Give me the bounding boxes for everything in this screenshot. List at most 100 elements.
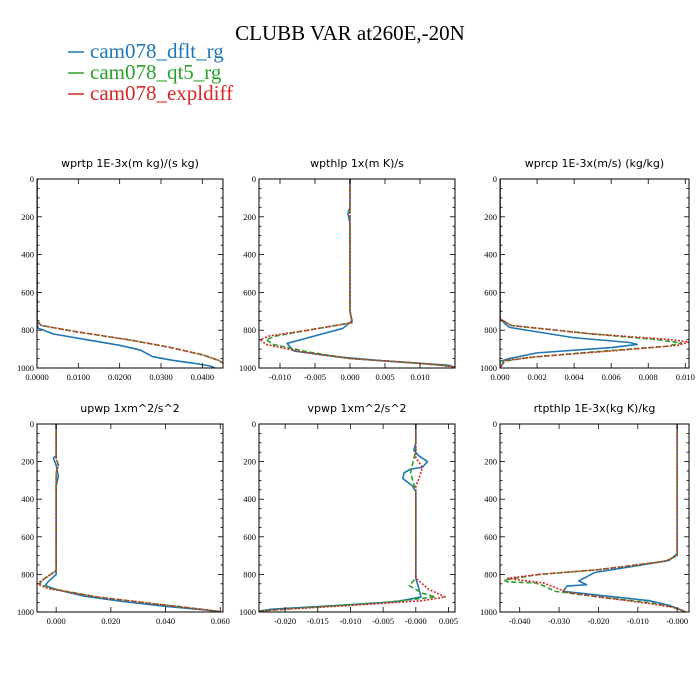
x-tick-label: 0.060	[211, 616, 230, 626]
y-tick-label: 600	[484, 532, 497, 542]
y-tick-label: 1000	[480, 607, 497, 617]
y-tick-label: 0	[252, 419, 256, 429]
plot-frame	[258, 178, 456, 369]
panel-title: vpwp 1xm^2/s^2	[307, 402, 406, 415]
y-tick-label: 800	[243, 325, 256, 335]
y-tick-label: 200	[484, 457, 497, 467]
y-tick-label: 200	[21, 457, 34, 467]
figure-title: CLUBB VAR at260E,-20N	[235, 21, 465, 45]
y-tick-label: 400	[21, 250, 34, 260]
series-group	[37, 424, 221, 612]
series-line-cam078_dflt_rg	[37, 179, 216, 368]
series-line-cam078_qt5_rg	[500, 179, 683, 368]
x-tick-label: -0.005	[304, 372, 326, 382]
x-tick-label: -0.010	[627, 616, 649, 626]
x-tick-label: 0.002	[527, 372, 546, 382]
y-tick-label: 0	[493, 419, 497, 429]
y-tick-label: 200	[243, 212, 256, 222]
series-group	[503, 424, 686, 612]
series-group	[259, 424, 446, 612]
series-group	[500, 179, 689, 368]
panel-title: wprcp 1E-3x(m/s) (kg/kg)	[525, 157, 664, 170]
plot-frame	[258, 423, 456, 613]
y-tick-label: 1000	[17, 363, 34, 373]
y-tick-label: 400	[243, 250, 256, 260]
y-tick-label: 600	[243, 532, 256, 542]
x-tick-label: 0.004	[565, 372, 585, 382]
series-line-cam078_qt5_rg	[37, 179, 223, 367]
plot-frame	[499, 423, 690, 613]
x-tick-label: 0.020	[101, 616, 120, 626]
panel-title: wprtp 1E-3x(m kg)/(s kg)	[61, 157, 199, 170]
legend: cam078_dflt_rgcam078_qt5_rgcam078_expldi…	[68, 39, 233, 105]
series-line-cam078_qt5_rg	[38, 424, 221, 612]
x-tick-label: 0.010	[676, 372, 695, 382]
series-group	[259, 179, 455, 368]
series-line-cam078_expldiff	[259, 179, 455, 368]
series-line-cam078_qt5_rg	[503, 424, 686, 612]
panel-4: upwp 1xm^2/s^2 0 200 400 600 800 1000 0.000 0.02…	[17, 402, 230, 626]
series-line-cam078_dflt_rg	[500, 179, 638, 368]
x-tick-label: 0.005	[439, 616, 458, 626]
x-tick-label: -0.030	[548, 616, 570, 626]
series-line-cam078_dflt_rg	[562, 424, 686, 612]
x-tick-label: -0.010	[339, 616, 361, 626]
panel-1: wprtp 1E-3x(m kg)/(s kg) 0 200 400 600 800 100…	[17, 157, 224, 382]
x-tick-label: -0.010	[269, 372, 291, 382]
x-tick-label: 0.000	[340, 372, 359, 382]
y-tick-label: 600	[21, 287, 34, 297]
x-tick-label: 0.000	[490, 372, 509, 382]
x-tick-label: -0.000	[666, 616, 688, 626]
y-tick-label: 0	[30, 174, 34, 184]
x-tick-label: -0.040	[509, 616, 531, 626]
y-tick-label: 400	[484, 250, 497, 260]
series-line-cam078_expldiff	[259, 424, 446, 612]
series-line-cam078_dflt_rg	[286, 179, 455, 368]
series-line-cam078_expldiff	[507, 424, 686, 612]
panel-title: rtpthlp 1E-3x(kg K)/kg	[534, 402, 656, 415]
y-tick-label: 800	[484, 325, 497, 335]
y-tick-label: 800	[21, 569, 34, 579]
plot-frame	[36, 423, 224, 613]
y-tick-label: 800	[484, 569, 497, 579]
series-line-cam078_dflt_rg	[259, 424, 429, 612]
panel-title: wpthlp 1x(m K)/s	[310, 157, 404, 170]
series-line-cam078_qt5_rg	[259, 424, 437, 612]
series-line-cam078_expldiff	[37, 424, 221, 612]
panel-2: wpthlp 1x(m K)/s 0 200 400 600 800 1000 -0.010 -…	[239, 157, 456, 382]
x-tick-label: 0.0000	[25, 372, 48, 382]
y-tick-label: 1000	[17, 607, 34, 617]
y-tick-label: 400	[21, 494, 34, 504]
series-line-cam078_expldiff	[37, 179, 223, 367]
legend-label-cam078_qt5_rg: cam078_qt5_rg	[90, 60, 222, 84]
x-tick-label: -0.000	[405, 616, 427, 626]
y-tick-label: 0	[252, 174, 256, 184]
legend-label-cam078_dflt_rg: cam078_dflt_rg	[90, 39, 224, 63]
panels: wprtp 1E-3x(m kg)/(s kg) 0 200 400 600 800 100…	[17, 157, 695, 626]
y-tick-label: 400	[243, 494, 256, 504]
panel-3: wprcp 1E-3x(m/s) (kg/kg) 0 200 400 600 800 100…	[480, 157, 695, 382]
x-tick-label: 0.0300	[149, 372, 172, 382]
x-tick-label: 0.008	[639, 372, 658, 382]
x-tick-label: 0.0100	[67, 372, 90, 382]
x-tick-label: 0.010	[410, 372, 429, 382]
y-tick-label: 600	[243, 287, 256, 297]
y-tick-label: 1000	[239, 363, 256, 373]
y-tick-label: 800	[21, 325, 34, 335]
legend-label-cam078_expldiff: cam078_expldiff	[90, 81, 233, 105]
x-tick-label: 0.005	[375, 372, 394, 382]
y-tick-label: 200	[21, 212, 34, 222]
panel-5: vpwp 1xm^2/s^2 0 200 400 600 800 1000 -0.020 -0.…	[239, 402, 458, 626]
panel-6: rtpthlp 1E-3x(kg K)/kg 0 200 400 600 800 1000 -…	[480, 402, 690, 626]
y-tick-label: 600	[21, 532, 34, 542]
x-tick-label: 0.006	[602, 372, 621, 382]
x-tick-label: -0.020	[274, 616, 296, 626]
y-tick-label: 200	[243, 457, 256, 467]
x-tick-label: -0.005	[372, 616, 394, 626]
x-tick-label: -0.020	[587, 616, 609, 626]
y-tick-label: 400	[484, 494, 497, 504]
x-tick-label: 0.040	[156, 616, 175, 626]
panel-title: upwp 1xm^2/s^2	[80, 402, 180, 415]
y-tick-label: 200	[484, 212, 497, 222]
